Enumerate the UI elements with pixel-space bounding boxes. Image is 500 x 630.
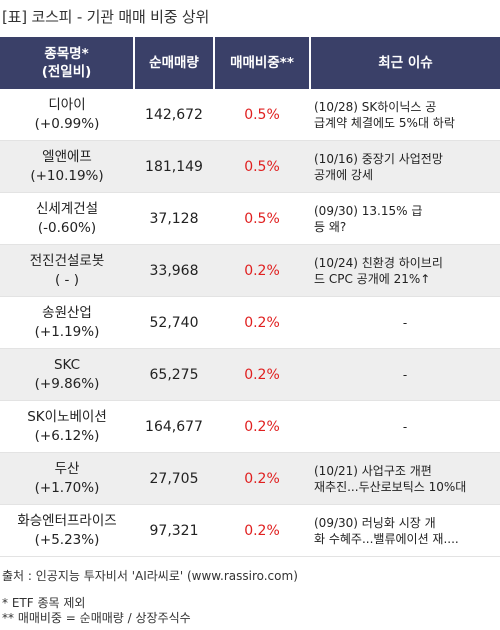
- stock-name-cell: 화승엔터프라이즈 (+5.23%): [0, 504, 134, 557]
- recent-issue-cell: (10/24) 친환경 하이브리 드 CPC 공개에 21%↑: [310, 244, 500, 297]
- recent-issue-cell: -: [310, 348, 500, 401]
- stock-name-cell: SK이노베이션 (+6.12%): [0, 400, 134, 453]
- ratio-formula-note: ** 매매비중 = 순매매량 / 상장주식수: [2, 611, 191, 625]
- trade-ratio: 0.2%: [214, 504, 310, 557]
- recent-issue-line1: (09/30) 러닝화 시장 개: [314, 515, 436, 530]
- net-trade-qty: 97,321: [134, 504, 214, 557]
- recent-issue-line2: 재추진...두산로보틱스 10%대: [314, 479, 467, 494]
- table-row: SKC (+9.86%) 65,275 0.2% -: [0, 348, 500, 401]
- stock-name-cell: 디아이 (+0.99%): [0, 89, 134, 141]
- stock-name-cell: 전진건설로봇 ( - ): [0, 244, 134, 297]
- header-name-line1: 종목명*: [44, 46, 89, 62]
- trade-ratio: 0.5%: [214, 192, 310, 245]
- trade-ratio: 0.2%: [214, 348, 310, 401]
- table-row: 디아이 (+0.99%) 142,672 0.5% (10/28) SK하이닉스 공 급계…: [0, 89, 500, 141]
- header-ratio: 매매비중**: [214, 37, 311, 89]
- price-change: (+0.99%): [34, 115, 100, 132]
- trade-ratio: 0.2%: [214, 452, 310, 505]
- stock-name: 신세계건설: [35, 200, 99, 217]
- table-row: 송원산업 (+1.19%) 52,740 0.2% -: [0, 296, 500, 349]
- recent-issue-cell: -: [310, 400, 500, 453]
- trade-ratio: 0.5%: [214, 140, 310, 193]
- price-change: ( - ): [55, 271, 79, 288]
- recent-issue-line2: 급계약 체결에도 5%대 하락: [314, 115, 455, 130]
- stock-name-cell: SKC (+9.86%): [0, 348, 134, 401]
- stock-name-cell: 두산 (+1.70%): [0, 452, 134, 505]
- price-change: (+9.86%): [34, 375, 100, 392]
- stock-name-cell: 엘앤에프 (+10.19%): [0, 140, 134, 193]
- trade-ratio: 0.5%: [214, 89, 310, 141]
- page-title: [표] 코스피 - 기관 매매 비중 상위: [2, 8, 210, 26]
- table-row: SK이노베이션 (+6.12%) 164,677 0.2% -: [0, 400, 500, 453]
- recent-issue-cell: (10/28) SK하이닉스 공 급계약 체결에도 5%대 하락: [310, 89, 500, 141]
- table-row: 전진건설로봇( - ) 33,968 0.2% (10/24) 친환경 하이브리 드 C…: [0, 244, 500, 297]
- recent-issue-line1: (09/30) 13.15% 급: [314, 203, 423, 218]
- price-change: (+6.12%): [34, 427, 100, 444]
- header-name: 종목명* (전일비): [0, 37, 135, 89]
- stock-name: 디아이: [48, 96, 86, 113]
- stock-name: 두산: [54, 460, 80, 477]
- header-qty: 순매매량: [134, 37, 215, 89]
- source-note: 출처 : 인공지능 투자비서 'AI라씨로' (www.rassiro.com): [2, 569, 298, 583]
- recent-issue-line2: 등 왜?: [314, 219, 347, 234]
- recent-issue-line1: (10/21) 사업구조 개편: [314, 463, 432, 478]
- recent-issue-line1: (10/16) 중장기 사업전망: [314, 151, 443, 166]
- stock-name: 전진건설로봇: [29, 252, 105, 269]
- net-trade-qty: 37,128: [134, 192, 214, 245]
- net-trade-qty: 33,968: [134, 244, 214, 297]
- price-change: (-0.60%): [37, 219, 97, 236]
- price-change: (+10.19%): [30, 167, 104, 184]
- net-trade-qty: 27,705: [134, 452, 214, 505]
- recent-issue-line1: (10/28) SK하이닉스 공: [314, 99, 437, 114]
- recent-issue-line1: -: [402, 419, 408, 434]
- table-header-row: 종목명* (전일비) 순매매량 매매비중** 최근 이슈: [0, 37, 500, 89]
- net-trade-qty: 142,672: [134, 89, 214, 141]
- net-trade-qty: 65,275: [134, 348, 214, 401]
- stock-name-cell: 신세계건설 (-0.60%): [0, 192, 134, 245]
- price-change: (+1.70%): [34, 479, 100, 496]
- recent-issue-line2: 화 수혜주...밸류에이션 재....: [314, 531, 459, 546]
- recent-issue-cell: (10/16) 중장기 사업전망 공개에 강세: [310, 140, 500, 193]
- table-row: 화승엔터프라이즈 (+5.23%) 97,321 0.2% (09/30) 러닝화 시장…: [0, 504, 500, 557]
- recent-issue-line2: 드 CPC 공개에 21%↑: [314, 271, 431, 286]
- stock-name: 엘앤에프: [42, 148, 92, 165]
- recent-issue-line1: -: [402, 315, 408, 330]
- trade-ratio: 0.2%: [214, 400, 310, 453]
- stock-name: SKC: [53, 356, 81, 373]
- table-row: 엘앤에프 (+10.19%) 181,149 0.5% (10/16) 중장기 사업전망…: [0, 140, 500, 193]
- table-row: 두산 (+1.70%) 27,705 0.2% (10/21) 사업구조 개편 재추진..…: [0, 452, 500, 505]
- recent-issue-line2: 공개에 강세: [314, 167, 374, 182]
- recent-issue-cell: -: [310, 296, 500, 349]
- price-change: (+5.23%): [34, 531, 100, 548]
- recent-issue-line1: -: [402, 367, 408, 382]
- price-change: (+1.19%): [34, 323, 100, 340]
- recent-issue-cell: (10/21) 사업구조 개편 재추진...두산로보틱스 10%대: [310, 452, 500, 505]
- net-trade-qty: 52,740: [134, 296, 214, 349]
- stock-name: 송원산업: [42, 304, 92, 321]
- stock-name: SK이노베이션: [27, 408, 107, 425]
- stock-name: 화승엔터프라이즈: [17, 512, 117, 529]
- trade-ratio: 0.2%: [214, 296, 310, 349]
- trade-ratio: 0.2%: [214, 244, 310, 297]
- institution-trading-table: 종목명* (전일비) 순매매량 매매비중** 최근 이슈 디아이 (+0.99%)…: [0, 37, 500, 557]
- etf-note: * ETF 종목 제외: [2, 596, 86, 610]
- net-trade-qty: 181,149: [134, 140, 214, 193]
- header-name-line2: (전일비): [41, 64, 92, 80]
- recent-issue-line1: (10/24) 친환경 하이브리: [314, 255, 443, 270]
- header-issue: 최근 이슈: [310, 37, 500, 89]
- net-trade-qty: 164,677: [134, 400, 214, 453]
- stock-name-cell: 송원산업 (+1.19%): [0, 296, 134, 349]
